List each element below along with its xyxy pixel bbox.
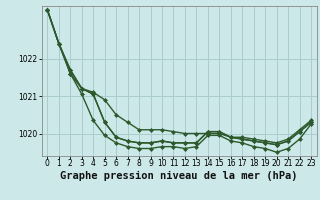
X-axis label: Graphe pression niveau de la mer (hPa): Graphe pression niveau de la mer (hPa) bbox=[60, 171, 298, 181]
